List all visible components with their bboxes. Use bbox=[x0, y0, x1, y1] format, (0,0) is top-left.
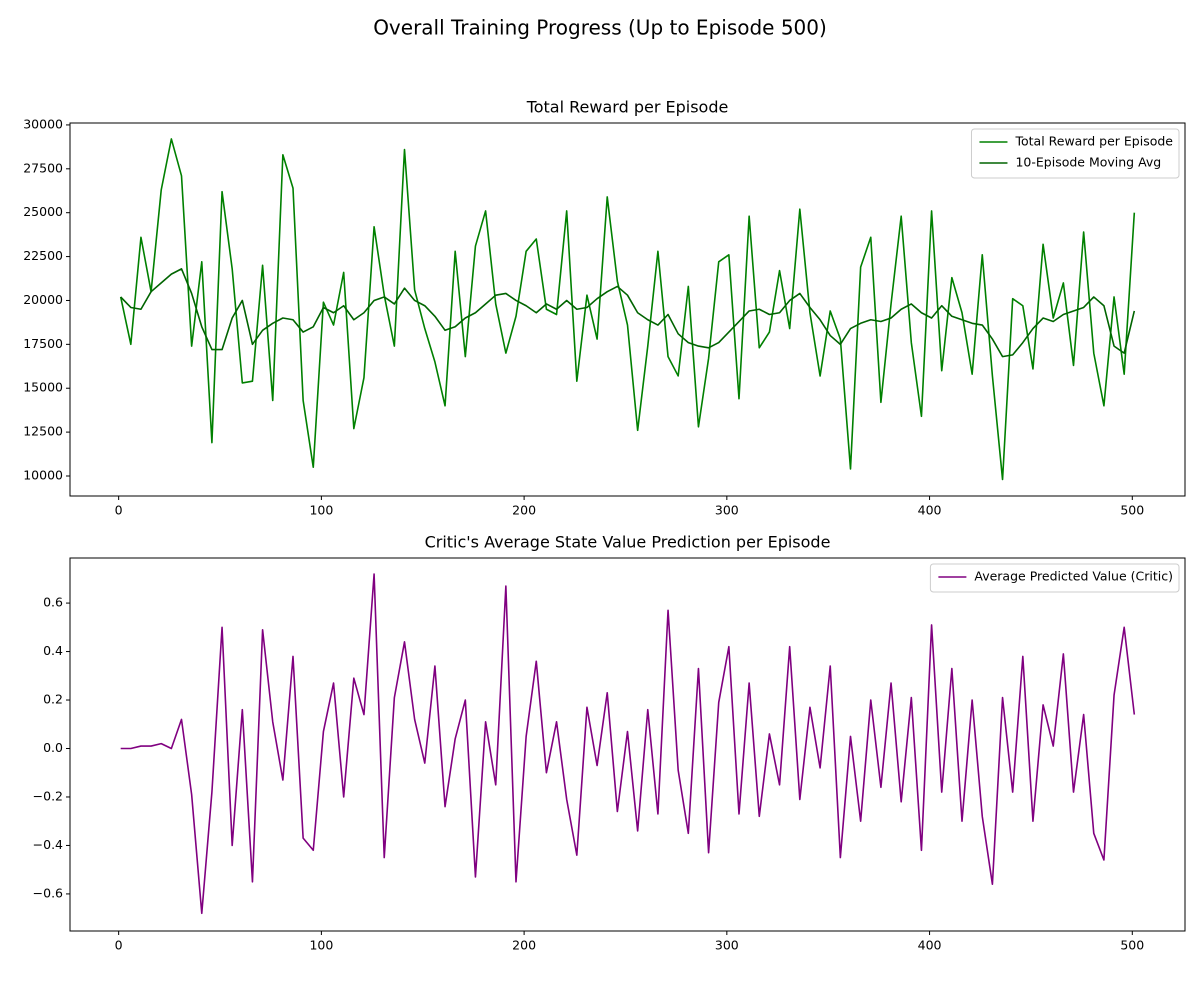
x-tick-label: 100 bbox=[309, 503, 333, 518]
legend-label: Total Reward per Episode bbox=[1014, 134, 1173, 149]
figure-title: Overall Training Progress (Up to Episode… bbox=[373, 16, 827, 40]
y-tick-label: 0.2 bbox=[43, 692, 63, 707]
legend-label: 10-Episode Moving Avg bbox=[1015, 155, 1161, 170]
series-line bbox=[119, 138, 1136, 481]
y-tick-label: 17500 bbox=[23, 336, 63, 351]
x-tick-label: 300 bbox=[715, 938, 739, 953]
y-tick-label: 0.0 bbox=[43, 740, 63, 755]
y-tick-label: 10000 bbox=[23, 467, 63, 482]
axes-title: Critic's Average State Value Prediction … bbox=[425, 533, 831, 552]
axes-frame bbox=[69, 122, 1186, 497]
y-tick-label: 12500 bbox=[23, 424, 63, 439]
legend-label: Average Predicted Value (Critic) bbox=[974, 569, 1173, 584]
y-tick-label: 15000 bbox=[23, 380, 63, 395]
x-tick-label: 500 bbox=[1120, 938, 1144, 953]
x-tick-label: 300 bbox=[715, 503, 739, 518]
y-tick-label: 0.4 bbox=[43, 643, 63, 658]
y-tick-label: 0.6 bbox=[43, 595, 63, 610]
x-tick-label: 500 bbox=[1120, 503, 1144, 518]
y-tick-label: −0.4 bbox=[33, 837, 63, 852]
x-tick-label: 400 bbox=[918, 503, 942, 518]
y-tick-label: −0.2 bbox=[33, 788, 63, 803]
series-line bbox=[120, 573, 1136, 915]
legend-frame bbox=[970, 128, 1180, 179]
y-tick-label: 30000 bbox=[23, 116, 63, 131]
series-line bbox=[120, 268, 1136, 358]
legend: Average Predicted Value (Critic) bbox=[929, 563, 1180, 593]
legend: Total Reward per Episode 10-Episode Movin… bbox=[970, 128, 1180, 179]
y-tick-label: 22500 bbox=[23, 248, 63, 263]
x-tick-label: 200 bbox=[512, 938, 536, 953]
x-tick-label: 400 bbox=[918, 938, 942, 953]
y-tick-label: 25000 bbox=[23, 204, 63, 219]
x-tick-label: 100 bbox=[309, 938, 333, 953]
y-tick-label: −0.6 bbox=[33, 885, 63, 900]
x-tick-label: 0 bbox=[115, 938, 123, 953]
y-tick-label: 27500 bbox=[23, 160, 63, 175]
x-tick-label: 0 bbox=[115, 503, 123, 518]
axes-title: Total Reward per Episode bbox=[526, 98, 729, 117]
axes-frame bbox=[69, 557, 1186, 932]
x-tick-label: 200 bbox=[512, 503, 536, 518]
y-tick-label: 20000 bbox=[23, 292, 63, 307]
legend-frame bbox=[929, 563, 1180, 593]
